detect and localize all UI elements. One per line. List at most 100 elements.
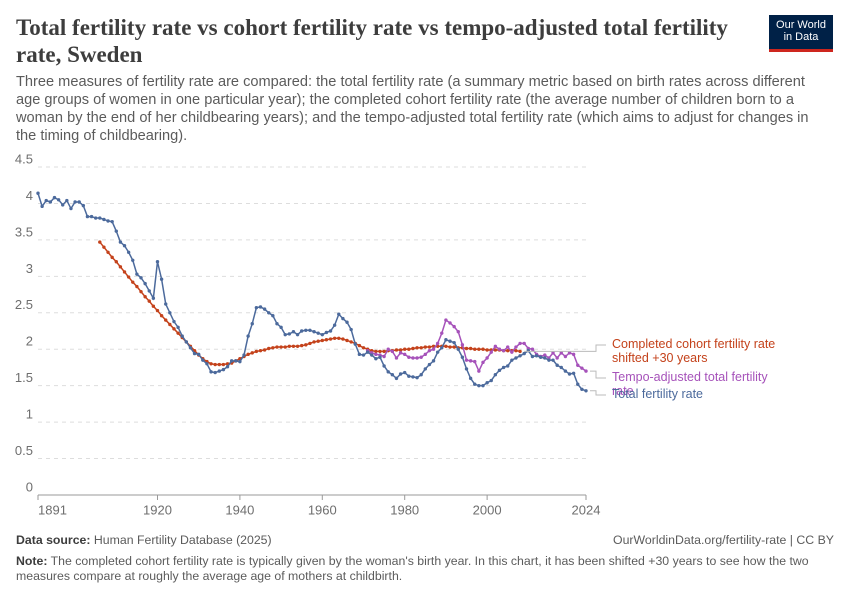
data-point — [324, 330, 329, 335]
data-point — [551, 351, 555, 355]
data-point — [229, 359, 234, 363]
data-point — [444, 338, 448, 342]
data-point — [217, 362, 221, 367]
data-point — [501, 348, 506, 353]
data-point — [225, 365, 230, 369]
data-point — [308, 328, 312, 332]
data-point — [341, 337, 345, 341]
data-point — [299, 343, 304, 348]
data-point — [320, 332, 325, 337]
source: Data source: Human Fertility Database (2… — [16, 533, 272, 548]
data-point — [110, 255, 114, 260]
data-point — [506, 345, 510, 349]
data-point — [65, 198, 69, 203]
data-point — [271, 346, 275, 350]
data-point — [267, 346, 271, 351]
label-connector — [524, 344, 606, 352]
data-point — [398, 372, 403, 376]
data-point — [291, 330, 296, 334]
data-point — [262, 307, 267, 311]
data-point — [221, 362, 226, 367]
data-point — [151, 304, 156, 308]
data-point — [481, 383, 485, 388]
data-point — [246, 334, 250, 338]
data-point — [143, 295, 147, 299]
data-point — [332, 336, 337, 340]
data-point — [98, 216, 102, 220]
data-point — [370, 353, 374, 357]
y-tick-label: 1 — [26, 407, 33, 422]
data-point — [48, 200, 53, 204]
data-point — [155, 308, 160, 313]
data-point — [168, 322, 172, 327]
x-tick-label: 2024 — [572, 502, 601, 517]
data-point — [477, 383, 481, 388]
data-point — [543, 356, 547, 360]
data-point — [349, 327, 353, 332]
data-point — [518, 354, 522, 358]
data-point — [172, 327, 176, 331]
data-point — [415, 375, 419, 380]
data-point — [456, 330, 460, 334]
data-point — [40, 204, 44, 209]
data-point — [563, 354, 568, 359]
data-point — [407, 374, 411, 378]
data-point — [345, 320, 349, 324]
data-point — [341, 316, 345, 321]
data-point — [464, 346, 469, 351]
data-point — [328, 329, 333, 333]
data-point — [390, 373, 395, 377]
data-point — [427, 362, 432, 367]
data-point — [44, 198, 48, 203]
data-point — [316, 339, 320, 343]
data-point — [398, 348, 403, 352]
data-point — [567, 351, 572, 355]
data-point — [464, 367, 469, 371]
data-point — [485, 356, 489, 360]
data-point — [510, 350, 514, 354]
data-point — [411, 375, 415, 379]
data-point — [172, 319, 176, 324]
data-point — [168, 311, 172, 315]
y-tick-label: 2.5 — [15, 297, 33, 312]
data-point — [419, 373, 423, 377]
data-point — [151, 296, 156, 300]
data-point — [155, 260, 160, 264]
data-point — [386, 370, 390, 374]
data-point — [407, 347, 411, 351]
chart-subtitle: Three measures of fertility rate are com… — [16, 74, 809, 144]
data-point — [514, 356, 518, 360]
data-point — [386, 347, 390, 351]
data-point — [110, 219, 114, 224]
data-point — [493, 373, 498, 377]
data-point — [246, 352, 250, 357]
data-point — [217, 369, 221, 373]
data-point — [530, 347, 535, 351]
data-point — [89, 214, 94, 219]
url: OurWorldinData.org/fertility-rate | CC B… — [613, 533, 834, 547]
data-point — [56, 198, 61, 202]
data-point — [361, 346, 366, 350]
data-point — [69, 206, 73, 211]
data-point — [357, 352, 362, 357]
data-point — [551, 358, 555, 362]
data-point — [114, 260, 118, 264]
data-point — [262, 348, 267, 352]
data-point — [510, 358, 514, 362]
data-point — [431, 359, 436, 363]
data-point — [485, 348, 489, 352]
data-point — [279, 325, 283, 330]
data-point — [205, 362, 209, 366]
data-point — [415, 346, 419, 350]
data-point — [374, 352, 378, 357]
y-tick-label: 2 — [26, 334, 33, 349]
data-point — [580, 387, 584, 392]
data-point — [267, 311, 271, 315]
data-point — [287, 332, 292, 336]
data-point — [506, 364, 510, 368]
data-point — [394, 376, 399, 381]
data-point — [283, 332, 287, 337]
data-point — [164, 318, 168, 322]
data-point — [452, 345, 456, 349]
x-tick-label: 1940 — [225, 502, 254, 517]
